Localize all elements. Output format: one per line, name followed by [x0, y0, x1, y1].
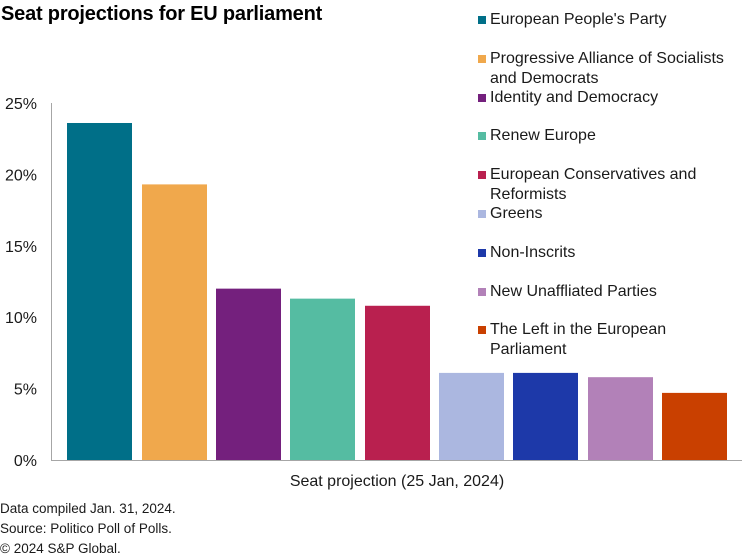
bar-identity-and-democracy [216, 288, 281, 460]
legend-swatch-icon [478, 210, 486, 218]
legend-swatch-icon [478, 171, 486, 179]
y-axis-ticks: 0% 5% 10% 15% 20% 25% [5, 96, 37, 470]
footnote-source: Source: Politico Poll of Polls. [0, 521, 172, 536]
legend-label: Progressive Alliance of Socialists and D… [490, 50, 724, 87]
legend-item: The Left in the European Parliament [478, 320, 743, 359]
bar-non-inscrits [513, 372, 578, 460]
bar-renew-europe [290, 298, 355, 460]
bar-european-people-s-party [67, 122, 132, 460]
legend-swatch-icon [478, 94, 486, 102]
bars [67, 122, 727, 460]
legend-swatch-icon [478, 55, 486, 63]
footnote-data-compiled: Data compiled Jan. 31, 2024. [0, 501, 176, 516]
legend-label: European Conservatives and Reformists [490, 166, 697, 203]
legend-item: Non-Inscrits [478, 243, 743, 263]
y-tick-label: 10% [5, 310, 37, 327]
legend-label: European People's Party [490, 11, 667, 28]
chart-title: Seat projections for EU parliament [1, 3, 323, 25]
x-axis-label: Seat projection (25 Jan, 2024) [290, 473, 504, 490]
y-tick-label: 20% [5, 167, 37, 184]
legend-item: New Unaffliated Parties [478, 282, 743, 302]
bar-new-unaffliated-parties [588, 377, 653, 460]
y-tick-label: 0% [14, 453, 37, 470]
legend-swatch-icon [478, 288, 486, 296]
legend-swatch-icon [478, 249, 486, 257]
bar-the-left-in-the-european-parliament [662, 392, 727, 460]
legend-label: Renew Europe [490, 127, 596, 144]
legend-item: Identity and Democracy [478, 88, 743, 108]
legend-item: Greens [478, 204, 743, 224]
legend-label: The Left in the European Parliament [490, 321, 667, 358]
legend-item: European People's Party [478, 10, 743, 30]
legend-item: Progressive Alliance of Socialists and D… [478, 49, 743, 88]
bar-progressive-alliance-of-socialists-and-democrats [142, 184, 207, 460]
bar-european-conservatives-and-reformists [365, 305, 430, 460]
footnotes: Data compiled Jan. 31, 2024. Source: Pol… [0, 499, 176, 559]
legend-swatch-icon [478, 132, 486, 140]
bar-greens [439, 372, 504, 460]
y-tick-label: 15% [5, 239, 37, 256]
legend-label: Greens [490, 205, 543, 222]
legend-swatch-icon [478, 326, 486, 334]
legend-item: Renew Europe [478, 126, 743, 146]
y-tick-label: 5% [14, 382, 37, 399]
legend-label: Non-Inscrits [490, 244, 576, 261]
legend-label: New Unaffliated Parties [490, 283, 657, 300]
y-tick-label: 25% [5, 96, 37, 113]
legend-swatch-icon [478, 16, 486, 24]
footnote-copyright: © 2024 S&P Global. [0, 541, 121, 556]
legend-item: European Conservatives and Reformists [478, 165, 743, 204]
legend-label: Identity and Democracy [490, 89, 659, 106]
